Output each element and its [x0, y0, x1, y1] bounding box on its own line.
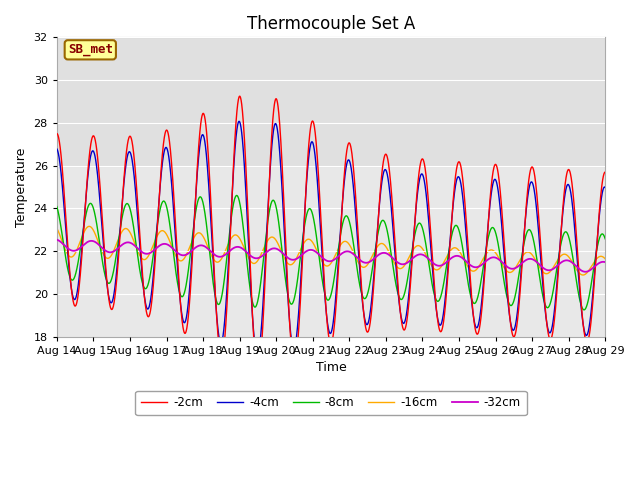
-2cm: [591, 273, 598, 278]
Bar: [57, 37, 605, 166]
Text: SB_met: SB_met: [68, 43, 113, 56]
-16cm: [591, 258, 598, 264]
-4cm: [602, 184, 609, 190]
-16cm: [148, 245, 156, 251]
-16cm: [264, 238, 271, 244]
-16cm: [53, 226, 61, 231]
-16cm: [116, 233, 124, 239]
-2cm: [236, 93, 243, 99]
Y-axis label: Temperature: Temperature: [15, 147, 28, 227]
Legend: -2cm, -4cm, -8cm, -16cm, -32cm: -2cm, -4cm, -8cm, -16cm, -32cm: [135, 391, 527, 415]
Line: -8cm: -8cm: [57, 195, 605, 310]
-8cm: [287, 301, 295, 307]
-4cm: [253, 352, 261, 358]
-32cm: [263, 249, 271, 254]
-16cm: [287, 262, 295, 267]
-8cm: [116, 231, 124, 237]
-4cm: [264, 215, 271, 221]
-2cm: [254, 370, 262, 375]
-32cm: [287, 257, 294, 263]
-4cm: [287, 336, 295, 341]
-32cm: [53, 237, 61, 242]
-32cm: [591, 264, 598, 269]
-32cm: [116, 244, 124, 250]
-16cm: [85, 224, 93, 229]
-8cm: [233, 192, 241, 198]
-16cm: [602, 256, 609, 262]
-8cm: [532, 248, 540, 254]
-16cm: [532, 257, 540, 263]
-2cm: [602, 169, 609, 175]
-4cm: [591, 267, 598, 273]
Title: Thermocouple Set A: Thermocouple Set A: [247, 15, 415, 33]
-4cm: [236, 119, 243, 124]
-8cm: [580, 307, 588, 313]
-4cm: [532, 198, 540, 204]
-2cm: [532, 180, 540, 186]
-8cm: [53, 204, 61, 209]
Line: -2cm: -2cm: [57, 96, 605, 372]
-32cm: [582, 269, 589, 275]
-2cm: [264, 221, 271, 227]
-2cm: [148, 297, 156, 303]
-8cm: [602, 236, 609, 242]
-4cm: [116, 236, 124, 242]
-32cm: [602, 259, 609, 265]
-8cm: [264, 222, 271, 228]
-16cm: [579, 272, 587, 278]
-4cm: [53, 146, 61, 152]
X-axis label: Time: Time: [316, 361, 346, 374]
-32cm: [148, 249, 156, 255]
-2cm: [116, 242, 124, 248]
Line: -16cm: -16cm: [57, 227, 605, 275]
-8cm: [148, 262, 156, 267]
-2cm: [53, 131, 61, 136]
Line: -32cm: -32cm: [57, 240, 605, 272]
-32cm: [531, 258, 539, 264]
Line: -4cm: -4cm: [57, 121, 605, 355]
-4cm: [148, 287, 156, 292]
-8cm: [591, 259, 598, 264]
-2cm: [287, 343, 295, 348]
